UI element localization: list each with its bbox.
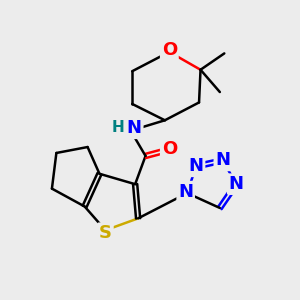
Text: O: O	[162, 140, 177, 158]
Text: N: N	[229, 175, 244, 193]
Text: N: N	[215, 152, 230, 169]
Text: N: N	[189, 157, 204, 175]
Text: H: H	[112, 120, 124, 135]
Text: O: O	[162, 41, 177, 59]
Text: S: S	[99, 224, 112, 242]
Text: N: N	[178, 183, 193, 201]
Text: N: N	[127, 119, 142, 137]
